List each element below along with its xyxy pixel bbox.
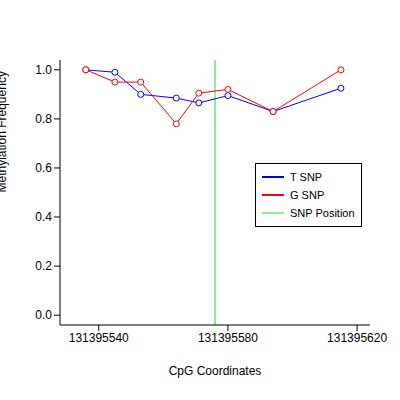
svg-text:0.6: 0.6 [35, 161, 52, 175]
svg-text:0.8: 0.8 [35, 112, 52, 126]
svg-text:CpG Coordinates: CpG Coordinates [169, 364, 262, 378]
html-text:SNP Position: SNP Position [290, 207, 355, 219]
svg-text:0.2: 0.2 [35, 259, 52, 273]
html-text:G SNP: G SNP [290, 189, 325, 201]
svg-text:1.0: 1.0 [35, 63, 52, 77]
svg-text:Methylation Frequency: Methylation Frequency [8, 71, 9, 192]
svg-text:0.0: 0.0 [35, 308, 52, 322]
html-text:T SNP: T SNP [290, 171, 323, 183]
svg-text:131395540: 131395540 [69, 331, 129, 345]
svg-text:131395620: 131395620 [327, 331, 387, 345]
svg-text:131395580: 131395580 [198, 331, 258, 345]
svg-text:0.4: 0.4 [35, 210, 52, 224]
